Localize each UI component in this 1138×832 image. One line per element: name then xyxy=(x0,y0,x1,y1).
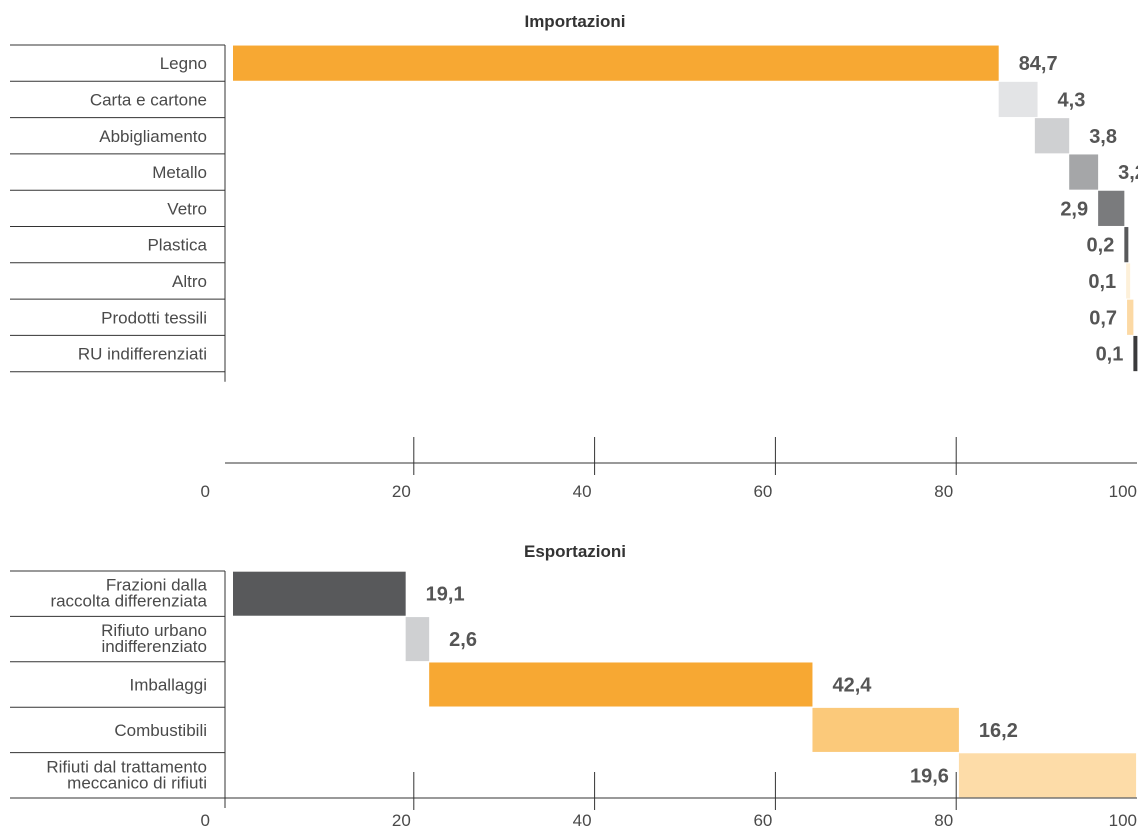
category-label: Rifiuti dal trattamento meccanico di rifi… xyxy=(46,757,207,792)
category-label: Metallo xyxy=(152,163,207,182)
category-label: Legno xyxy=(160,54,207,73)
value-label: 84,7 xyxy=(1019,53,1058,75)
category-label: Abbigliamento xyxy=(99,127,207,146)
value-label: 19,6 xyxy=(910,765,949,787)
category-label: Altro xyxy=(172,272,207,291)
category-label: Prodotti tessili xyxy=(101,308,207,327)
category-label: Plastica xyxy=(147,236,207,255)
bar xyxy=(958,753,1137,798)
bar xyxy=(1126,263,1131,299)
value-label: 0,1 xyxy=(1088,271,1116,293)
x-tick-label: 20 xyxy=(392,482,411,501)
bar xyxy=(405,617,430,662)
x-tick-label: 80 xyxy=(934,811,953,830)
exports-panel: Esportazioni 0 20 40 60 80 100 Frazioni dalla r… xyxy=(10,542,1137,830)
category-label: Imballaggi xyxy=(130,676,208,695)
value-label: 2,9 xyxy=(1060,198,1088,220)
value-label: 3,2 xyxy=(1118,162,1138,184)
x-tick-label: 80 xyxy=(934,482,953,501)
imports-panel: Importazioni 0 20 40 60 80 100 Legno 84,7 Carta … xyxy=(10,12,1138,501)
bar xyxy=(429,662,813,707)
x-tick-label: 0 xyxy=(201,482,210,501)
category-label: Vetro xyxy=(167,199,207,218)
x-tick-label: 100 xyxy=(1109,482,1137,501)
value-label: 0,2 xyxy=(1087,235,1115,257)
x-tick-label: 40 xyxy=(573,811,592,830)
value-label: 0,1 xyxy=(1096,344,1124,366)
bar xyxy=(1098,190,1125,226)
value-label: 16,2 xyxy=(979,720,1018,742)
bar xyxy=(1124,227,1129,263)
x-tick-label: 100 xyxy=(1109,811,1137,830)
category-label: Frazioni dalla raccolta differenziata xyxy=(50,576,207,611)
bar xyxy=(812,707,959,752)
x-tick-label: 60 xyxy=(753,482,772,501)
value-label: 0,7 xyxy=(1089,307,1117,329)
x-tick-label: 20 xyxy=(392,811,411,830)
value-label: 19,1 xyxy=(426,584,465,606)
bar xyxy=(1127,299,1134,335)
x-tick-label: 0 xyxy=(201,811,210,830)
value-label: 4,3 xyxy=(1058,89,1086,111)
x-tick-label: 40 xyxy=(573,482,592,501)
bar xyxy=(1034,118,1070,154)
category-label: Rifiuto urbano indifferenziato xyxy=(101,621,207,656)
category-label: Carta e cartone xyxy=(90,90,207,109)
bar xyxy=(1069,154,1099,190)
chart-title: Importazioni xyxy=(524,12,625,31)
category-label: Combustibili xyxy=(114,721,207,740)
value-label: 3,8 xyxy=(1089,126,1117,148)
value-label: 42,4 xyxy=(832,675,872,697)
category-label: RU indifferenziati xyxy=(78,345,207,364)
value-label: 2,6 xyxy=(449,629,477,651)
chart-title: Esportazioni xyxy=(524,542,626,561)
x-tick-label: 60 xyxy=(753,811,772,830)
bar xyxy=(233,571,406,616)
bar xyxy=(233,45,999,81)
bar xyxy=(1133,335,1138,372)
bar xyxy=(998,81,1038,118)
